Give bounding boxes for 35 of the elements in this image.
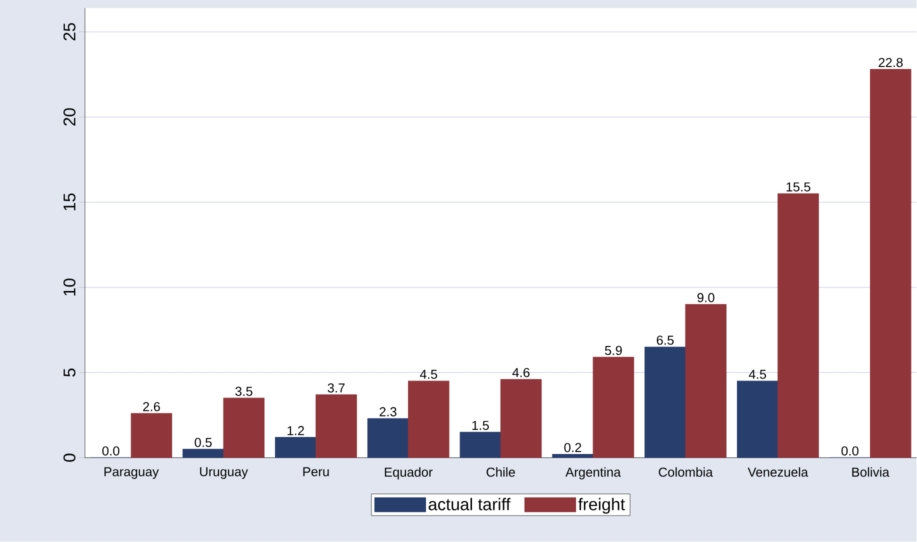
data-label: 15.5 — [786, 182, 810, 192]
data-label: 3.7 — [328, 383, 345, 393]
data-label: 2.6 — [143, 402, 160, 412]
x-tick-label: Uruguay — [200, 467, 248, 479]
data-label: 5.9 — [604, 346, 622, 356]
y-tick-label: 25 — [63, 23, 76, 41]
data-label: 1.5 — [472, 421, 489, 430]
data-label: 0.0 — [102, 446, 120, 456]
x-tick-label: Peru — [303, 467, 329, 476]
x-tick-label: Colombia — [658, 467, 713, 477]
x-tick-label: Venezuela — [748, 467, 808, 477]
x-tick-label: Equador — [384, 467, 433, 480]
data-label: 6.5 — [656, 336, 674, 345]
y-tick-label: 5 — [64, 368, 76, 377]
legend-label: freight — [578, 498, 625, 514]
data-label: 1.2 — [288, 426, 304, 436]
data-label: 3.5 — [235, 386, 252, 396]
data-label: 0.2 — [564, 443, 582, 452]
data-label: 4.5 — [748, 370, 766, 380]
data-label: 22.8 — [878, 58, 903, 68]
data-label: 2.3 — [380, 407, 396, 417]
data-label: 4.5 — [420, 370, 438, 380]
data-label: 9.0 — [697, 293, 714, 302]
data-label: 0.0 — [841, 446, 858, 456]
y-tick-label: 20 — [63, 108, 76, 126]
x-tick-label: Argentina — [565, 467, 621, 480]
data-label: 4.6 — [512, 368, 530, 378]
x-tick-label: Chile — [486, 467, 515, 477]
y-tick-label: 10 — [63, 278, 76, 296]
x-tick-label: Bolivia — [852, 467, 890, 477]
y-tick-label: 0 — [63, 454, 76, 462]
x-tick-label: Paraguay — [104, 467, 159, 479]
data-label: 0.5 — [194, 438, 212, 448]
y-tick-label: 15 — [64, 194, 76, 210]
legend-label: actual tariff — [428, 498, 510, 510]
